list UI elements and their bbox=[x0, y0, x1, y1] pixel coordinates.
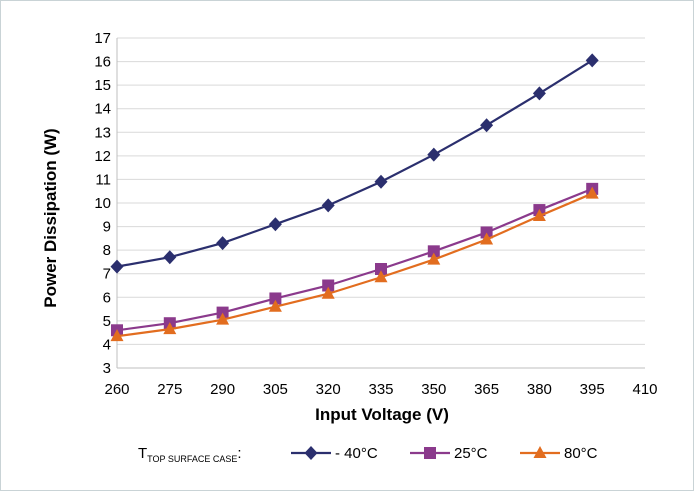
series-line bbox=[116, 192, 593, 338]
data-point bbox=[269, 292, 282, 305]
data-point bbox=[427, 252, 441, 265]
x-tick-labels: 260 275 290 305 320 335 350 365 380 395 410 bbox=[104, 381, 657, 398]
y-tick-label: 10 bbox=[94, 195, 111, 212]
y-tick-label: 3 bbox=[103, 360, 111, 377]
y-tick-label: 13 bbox=[94, 124, 111, 141]
legend-label: - 40°C bbox=[335, 445, 378, 462]
x-tick-label: 275 bbox=[157, 381, 182, 398]
data-point bbox=[322, 279, 335, 292]
series-0 bbox=[110, 53, 599, 274]
data-point bbox=[374, 270, 388, 283]
x-tick-label: 410 bbox=[632, 381, 657, 398]
y-tick-label: 6 bbox=[103, 289, 111, 306]
legend-label: 80°C bbox=[564, 445, 598, 462]
x-tick-label: 320 bbox=[316, 381, 341, 398]
data-point bbox=[374, 174, 388, 189]
data-point bbox=[321, 198, 335, 213]
series-1 bbox=[111, 182, 599, 337]
data-point bbox=[480, 118, 494, 133]
x-tick-label: 365 bbox=[474, 381, 499, 398]
y-tick-label: 14 bbox=[94, 101, 111, 118]
y-axis-title: Power Dissipation (W) bbox=[41, 128, 60, 307]
data-point bbox=[480, 232, 494, 245]
x-tick-label: 380 bbox=[527, 381, 552, 398]
y-tick-label: 16 bbox=[94, 54, 111, 71]
legend-prefix: TTOP SURFACE CASE: bbox=[138, 445, 242, 464]
y-tick-label: 15 bbox=[94, 77, 111, 94]
y-tick-label: 11 bbox=[95, 171, 111, 188]
data-point bbox=[216, 306, 229, 319]
y-tick-label: 5 bbox=[103, 313, 111, 330]
data-point bbox=[216, 236, 230, 251]
series-layer bbox=[110, 53, 599, 342]
data-point bbox=[585, 53, 599, 68]
data-point bbox=[110, 259, 124, 274]
legend-marker bbox=[424, 447, 436, 459]
data-point bbox=[268, 299, 282, 312]
data-point bbox=[375, 263, 387, 275]
legend-item-0: - 40°C bbox=[291, 445, 378, 462]
data-point bbox=[163, 250, 177, 265]
x-tick-label: 305 bbox=[263, 381, 288, 398]
data-point bbox=[321, 286, 335, 299]
data-point bbox=[268, 217, 282, 232]
x-tick-label: 350 bbox=[421, 381, 446, 398]
data-point bbox=[216, 312, 230, 325]
series-2 bbox=[110, 186, 599, 342]
data-point bbox=[585, 186, 599, 199]
x-tick-label: 290 bbox=[210, 381, 235, 398]
y-tick-label: 12 bbox=[94, 148, 111, 165]
y-tick-label: 4 bbox=[103, 336, 111, 353]
legend-item-1: 25°C bbox=[410, 445, 488, 462]
series-line bbox=[116, 59, 593, 268]
x-tick-label: 335 bbox=[368, 381, 393, 398]
y-tick-label: 9 bbox=[103, 219, 111, 236]
series-line bbox=[116, 187, 593, 332]
x-tick-label: 260 bbox=[104, 381, 129, 398]
x-axis-title: Input Voltage (V) bbox=[315, 405, 449, 424]
legend-marker bbox=[533, 446, 547, 458]
data-point bbox=[532, 208, 546, 221]
legend-label: 25°C bbox=[454, 445, 488, 462]
data-point bbox=[427, 245, 440, 258]
data-point bbox=[532, 86, 546, 101]
data-point bbox=[110, 329, 124, 342]
legend: TTOP SURFACE CASE: - 40°C 25°C 80°C bbox=[138, 445, 598, 464]
y-tick-labels: 3 4 5 6 7 8 9 10 11 12 13 14 15 16 17 bbox=[94, 30, 111, 377]
legend-item-2: 80°C bbox=[520, 445, 598, 462]
data-point bbox=[163, 322, 177, 335]
x-tick-label: 395 bbox=[580, 381, 605, 398]
data-point bbox=[427, 147, 441, 162]
legend-marker bbox=[304, 446, 318, 460]
grid bbox=[117, 37, 645, 345]
data-point bbox=[480, 226, 493, 239]
axes bbox=[116, 38, 645, 369]
y-tick-label: 7 bbox=[103, 266, 111, 283]
y-tick-label: 8 bbox=[103, 242, 111, 259]
y-tick-label: 17 bbox=[94, 30, 111, 47]
